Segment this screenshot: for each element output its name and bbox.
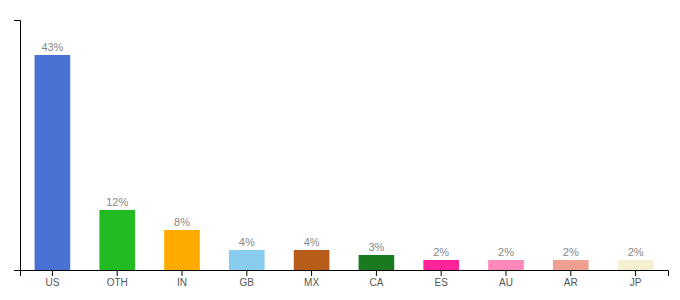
bar [618, 260, 654, 270]
bar [553, 260, 589, 270]
chart-container: US OTH IN GB MX CA ES AU AR JP 43% 12% 8% 4% 4% 3% 2% 2% 2… [0, 0, 680, 300]
x-tick-label: OTH [107, 277, 128, 288]
x-tick-label: US [45, 277, 59, 288]
x-tick: JP [630, 270, 642, 288]
bar [423, 260, 459, 270]
x-tick: MX [304, 270, 319, 288]
data-label: 12% [106, 196, 128, 208]
x-axis: US OTH IN GB MX CA ES AU AR JP [21, 270, 669, 288]
bar [294, 250, 330, 270]
x-axis-line [21, 271, 669, 277]
data-label: 43% [41, 41, 63, 53]
x-tick-mark [117, 270, 118, 276]
x-tick: IN [177, 270, 187, 288]
x-tick-mark [52, 270, 53, 276]
bar [35, 55, 71, 270]
bar [229, 250, 265, 270]
x-tick-label: JP [630, 277, 642, 288]
x-tick-label: IN [177, 277, 187, 288]
bar [488, 260, 524, 270]
data-labels: 43% 12% 8% 4% 4% 3% 2% 2% 2% 2% [41, 41, 643, 258]
bar [99, 210, 135, 270]
bar [359, 255, 395, 270]
y-axis-line [14, 21, 21, 271]
data-label: 4% [239, 236, 255, 248]
bars [35, 55, 654, 270]
x-tick-label: ES [435, 277, 449, 288]
x-tick-label: GB [240, 277, 255, 288]
x-tick-mark [182, 270, 183, 276]
data-label: 3% [368, 241, 384, 253]
x-tick: CA [369, 270, 383, 288]
y-axis [14, 21, 21, 271]
data-label: 2% [498, 246, 514, 258]
x-tick: OTH [107, 270, 128, 288]
x-tick-mark [441, 270, 442, 276]
x-tick: ES [435, 270, 449, 288]
x-tick-mark [376, 270, 377, 276]
data-label: 2% [433, 246, 449, 258]
x-tick-mark [635, 270, 636, 276]
data-label: 2% [628, 246, 644, 258]
data-label: 4% [304, 236, 320, 248]
x-tick-label: CA [369, 277, 383, 288]
x-tick-mark [570, 270, 571, 276]
x-tick-mark [311, 270, 312, 276]
data-label: 2% [563, 246, 579, 258]
x-tick-mark [506, 270, 507, 276]
x-tick: US [45, 270, 59, 288]
chart-svg: US OTH IN GB MX CA ES AU AR JP 43% 12% 8% 4% 4% 3% 2% 2% 2… [0, 0, 680, 300]
bar [164, 230, 200, 270]
x-tick: GB [240, 270, 255, 288]
x-tick-label: AR [564, 277, 578, 288]
x-tick-label: MX [304, 277, 319, 288]
x-tick: AU [499, 270, 513, 288]
x-tick: AR [564, 270, 578, 288]
data-label: 8% [174, 216, 190, 228]
x-tick-label: AU [499, 277, 513, 288]
x-tick-mark [246, 270, 247, 276]
